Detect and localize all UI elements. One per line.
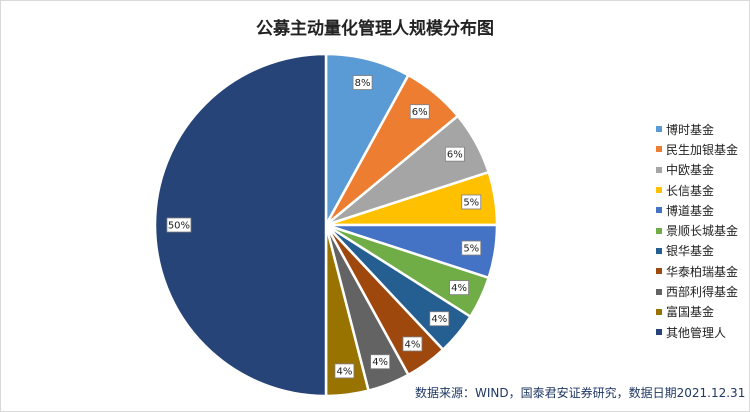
legend-swatch bbox=[656, 247, 662, 254]
legend-item: 长信基金 bbox=[656, 180, 738, 200]
slice-data-label: 4% bbox=[429, 311, 450, 327]
data-source-note: 数据来源：WIND，国泰君安证券研究，数据日期2021.12.31 bbox=[415, 386, 746, 400]
slice-value-label: 4% bbox=[405, 339, 421, 350]
legend-item: 民生加银基金 bbox=[656, 139, 738, 159]
legend-item: 其他管理人 bbox=[656, 322, 738, 342]
slice-value-label: 8% bbox=[355, 78, 371, 89]
slice-value-label: 4% bbox=[336, 366, 352, 377]
legend-label: 博道基金 bbox=[666, 203, 715, 218]
legend-item: 富国基金 bbox=[656, 302, 738, 322]
legend-swatch bbox=[656, 126, 662, 133]
slice-data-label: 8% bbox=[352, 75, 373, 90]
slice-data-label: 4% bbox=[370, 354, 391, 370]
legend-label: 博时基金 bbox=[666, 122, 715, 137]
legend-label: 长信基金 bbox=[666, 183, 715, 198]
slice-value-label: 5% bbox=[463, 197, 479, 208]
legend-label: 富国基金 bbox=[666, 305, 715, 320]
legend-item: 银华基金 bbox=[656, 241, 738, 261]
legend-swatch bbox=[656, 308, 662, 315]
slice-value-label: 4% bbox=[451, 283, 467, 294]
legend-swatch bbox=[656, 329, 662, 336]
legend-swatch bbox=[656, 227, 662, 234]
legend-label: 景顺长城基金 bbox=[666, 224, 739, 239]
legend-item: 西部利得基金 bbox=[656, 281, 738, 301]
slice-data-label: 50% bbox=[166, 217, 192, 233]
legend-swatch bbox=[656, 146, 662, 153]
legend-item: 博道基金 bbox=[656, 200, 738, 220]
slice-value-label: 6% bbox=[447, 150, 463, 161]
pie-slice-10 bbox=[153, 52, 328, 398]
legend-item: 景顺长城基金 bbox=[656, 220, 738, 240]
legend-item: 中欧基金 bbox=[656, 160, 738, 180]
legend-item: 华泰柏瑞基金 bbox=[656, 261, 738, 281]
slice-data-label: 4% bbox=[402, 336, 423, 352]
slice-data-label: 5% bbox=[461, 240, 482, 256]
slice-value-label: 50% bbox=[168, 221, 190, 232]
slice-data-label: 4% bbox=[449, 280, 469, 296]
slice-data-label: 6% bbox=[409, 104, 430, 120]
slice-value-label: 5% bbox=[463, 244, 479, 255]
legend-label: 银华基金 bbox=[666, 244, 715, 259]
chart-title: 公募主动量化管理人规模分布图 bbox=[256, 19, 494, 39]
legend-label: 其他管理人 bbox=[666, 325, 727, 340]
legend-item: 博时基金 bbox=[656, 119, 738, 139]
legend-swatch bbox=[656, 166, 662, 173]
legend-swatch bbox=[656, 288, 662, 295]
legend-label: 西部利得基金 bbox=[666, 285, 739, 300]
legend-swatch bbox=[656, 268, 662, 275]
legend-label: 中欧基金 bbox=[666, 163, 715, 178]
slice-value-label: 4% bbox=[372, 357, 388, 368]
legend-label: 民生加银基金 bbox=[666, 142, 739, 157]
slice-value-label: 6% bbox=[412, 107, 428, 118]
legend-swatch bbox=[656, 207, 662, 214]
legend-swatch bbox=[656, 187, 662, 194]
legend-label: 华泰柏瑞基金 bbox=[666, 264, 739, 279]
slice-data-label: 5% bbox=[461, 194, 482, 210]
slice-data-label: 4% bbox=[334, 363, 355, 379]
slice-value-label: 4% bbox=[431, 314, 447, 325]
chart-legend: 博时基金民生加银基金 中欧基金长信基金博道基金景顺长城基金 银华基金华泰柏瑞基金 西部… bbox=[656, 119, 738, 342]
slice-data-label: 6% bbox=[444, 146, 465, 162]
